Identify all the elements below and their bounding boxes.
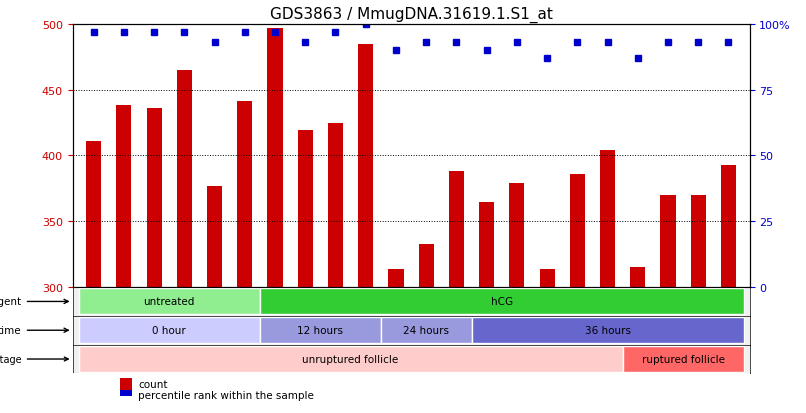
Bar — [147, 109, 162, 287]
Text: hCG: hCG — [491, 297, 513, 307]
Title: GDS3863 / MmugDNA.31619.1.S1_at: GDS3863 / MmugDNA.31619.1.S1_at — [270, 7, 552, 24]
Bar — [388, 269, 404, 287]
Text: 24 hours: 24 hours — [403, 325, 449, 335]
Bar — [120, 378, 132, 389]
Bar — [328, 123, 343, 287]
Text: 0 hour: 0 hour — [152, 325, 186, 335]
Text: 12 hours: 12 hours — [297, 325, 343, 335]
Text: unruptured follicle: unruptured follicle — [302, 354, 399, 364]
Bar — [570, 174, 585, 287]
Text: untreated: untreated — [143, 297, 195, 307]
Text: percentile rank within the sample: percentile rank within the sample — [138, 390, 314, 400]
Text: count: count — [138, 379, 168, 389]
Bar — [177, 71, 192, 287]
Bar — [116, 106, 131, 287]
Bar — [78, 318, 260, 343]
Bar — [418, 244, 434, 287]
Bar — [237, 102, 252, 287]
Bar — [78, 289, 260, 315]
Bar — [509, 184, 525, 287]
Text: agent: agent — [0, 297, 69, 307]
Bar — [449, 172, 464, 287]
Bar — [623, 346, 744, 372]
Text: 36 hours: 36 hours — [584, 325, 630, 335]
Bar — [268, 29, 283, 287]
Bar — [479, 202, 494, 287]
Text: time: time — [0, 325, 69, 335]
Bar — [539, 269, 555, 287]
Bar — [297, 131, 313, 287]
Bar — [600, 151, 615, 287]
Bar — [691, 195, 706, 287]
Bar — [78, 346, 623, 372]
Bar — [721, 165, 736, 287]
Bar — [207, 186, 222, 287]
Text: development stage: development stage — [0, 354, 69, 364]
Text: ruptured follicle: ruptured follicle — [642, 354, 725, 364]
Bar — [660, 195, 675, 287]
Bar — [260, 318, 381, 343]
Bar — [120, 389, 132, 401]
Bar — [630, 268, 646, 287]
Bar — [358, 45, 373, 287]
Bar — [260, 289, 744, 315]
Bar — [86, 142, 102, 287]
Bar — [472, 318, 744, 343]
Bar — [381, 318, 472, 343]
